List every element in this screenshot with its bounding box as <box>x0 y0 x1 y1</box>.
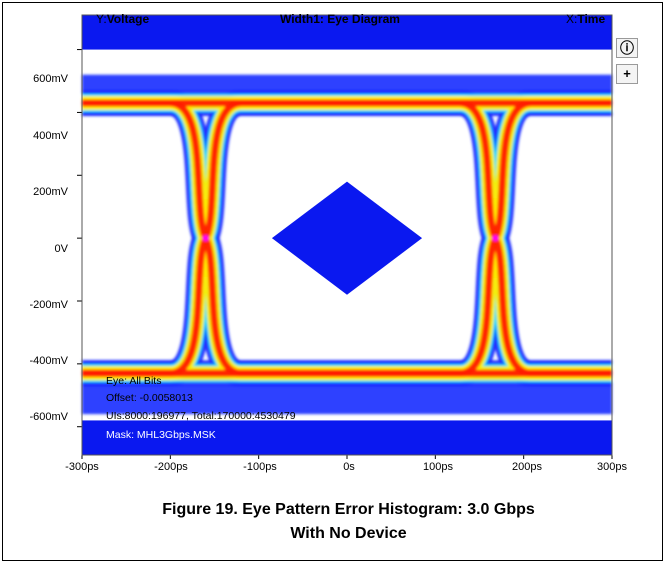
eye-outer-top-band <box>82 74 612 91</box>
plot-title: Width1: Eye Diagram <box>280 12 400 26</box>
mask-name-label: Mask: MHL3Gbps.MSK <box>106 429 216 441</box>
mask-regions <box>82 15 612 455</box>
y-axis-header: Y:Voltage <box>96 12 150 26</box>
y-tick-label: -600mV <box>29 411 68 423</box>
x-tick-label: -100ps <box>243 461 277 473</box>
x-tick-label: -300ps <box>65 461 99 473</box>
axis-ticks <box>77 14 613 459</box>
y-tick-label: -400mV <box>29 355 68 367</box>
crossing-point <box>202 235 209 242</box>
y-tick-label: 200mV <box>33 186 68 198</box>
caption-line-2: With No Device <box>290 525 407 542</box>
uis-total-label: UIs:8000:196977, Total:170000:4530479 <box>106 410 296 422</box>
plot-border <box>81 14 613 456</box>
eye-histogram <box>82 74 612 415</box>
mask-bottom-band <box>82 420 612 455</box>
mask-top-band <box>82 15 612 50</box>
figure-caption: Figure 19. Eye Pattern Error Histogram: … <box>40 498 657 546</box>
offset-label: Offset: -0.0058013 <box>106 392 193 404</box>
x-tick-label: -200ps <box>154 461 188 473</box>
eye-outer-bottom-band <box>82 385 612 415</box>
x-tick-label: 0s <box>343 461 355 473</box>
y-tick-label: 0V <box>54 243 68 255</box>
y-tick-label: -200mV <box>29 299 68 311</box>
x-tick-label: 100ps <box>423 461 453 473</box>
y-tick-label: 600mV <box>33 73 68 85</box>
info-icon[interactable]: ⓘ <box>616 38 638 58</box>
x-tick-label: 300ps <box>597 461 627 473</box>
crossing-point <box>492 235 499 242</box>
x-tick-label: 200ps <box>512 461 542 473</box>
caption-line-1: Figure 19. Eye Pattern Error Histogram: … <box>162 501 535 518</box>
mask-center-polygon <box>271 181 423 295</box>
x-axis-header: X:Time <box>566 12 606 26</box>
eye-bits-label: Eye: All Bits <box>106 375 162 387</box>
zoom-in-icon[interactable]: + <box>616 64 638 84</box>
y-tick-label: 400mV <box>33 130 68 142</box>
